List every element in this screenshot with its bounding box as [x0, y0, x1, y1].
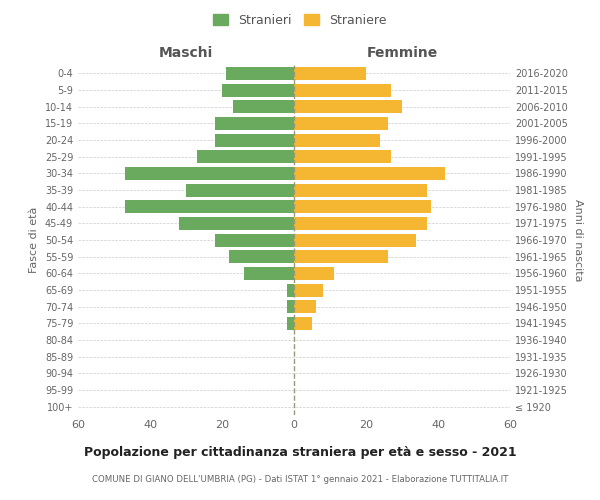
Bar — [294, 134, 380, 146]
Y-axis label: Anni di nascita: Anni di nascita — [573, 198, 583, 281]
Bar — [294, 117, 388, 130]
Bar — [125, 167, 294, 180]
Text: Maschi: Maschi — [159, 46, 213, 60]
Bar — [294, 184, 427, 196]
Bar — [294, 200, 431, 213]
Bar — [294, 267, 334, 280]
Bar — [215, 134, 294, 146]
Bar — [294, 217, 427, 230]
Bar — [179, 217, 294, 230]
Bar — [294, 250, 388, 263]
Text: Femmine: Femmine — [367, 46, 437, 60]
Bar — [222, 84, 294, 96]
Bar — [294, 234, 416, 246]
Bar — [294, 100, 402, 113]
Bar — [294, 67, 366, 80]
Bar — [215, 234, 294, 246]
Bar — [294, 150, 391, 163]
Y-axis label: Fasce di età: Fasce di età — [29, 207, 39, 273]
Bar — [197, 150, 294, 163]
Bar — [244, 267, 294, 280]
Bar — [294, 167, 445, 180]
Bar — [294, 84, 391, 96]
Bar — [125, 200, 294, 213]
Bar — [294, 300, 316, 313]
Bar — [287, 284, 294, 296]
Text: COMUNE DI GIANO DELL'UMBRIA (PG) - Dati ISTAT 1° gennaio 2021 - Elaborazione TUT: COMUNE DI GIANO DELL'UMBRIA (PG) - Dati … — [92, 476, 508, 484]
Bar — [287, 317, 294, 330]
Bar — [294, 317, 312, 330]
Legend: Stranieri, Straniere: Stranieri, Straniere — [213, 14, 387, 26]
Bar — [186, 184, 294, 196]
Bar — [215, 117, 294, 130]
Bar — [226, 67, 294, 80]
Text: Popolazione per cittadinanza straniera per età e sesso - 2021: Popolazione per cittadinanza straniera p… — [83, 446, 517, 459]
Bar — [233, 100, 294, 113]
Bar — [287, 300, 294, 313]
Bar — [294, 284, 323, 296]
Bar — [229, 250, 294, 263]
